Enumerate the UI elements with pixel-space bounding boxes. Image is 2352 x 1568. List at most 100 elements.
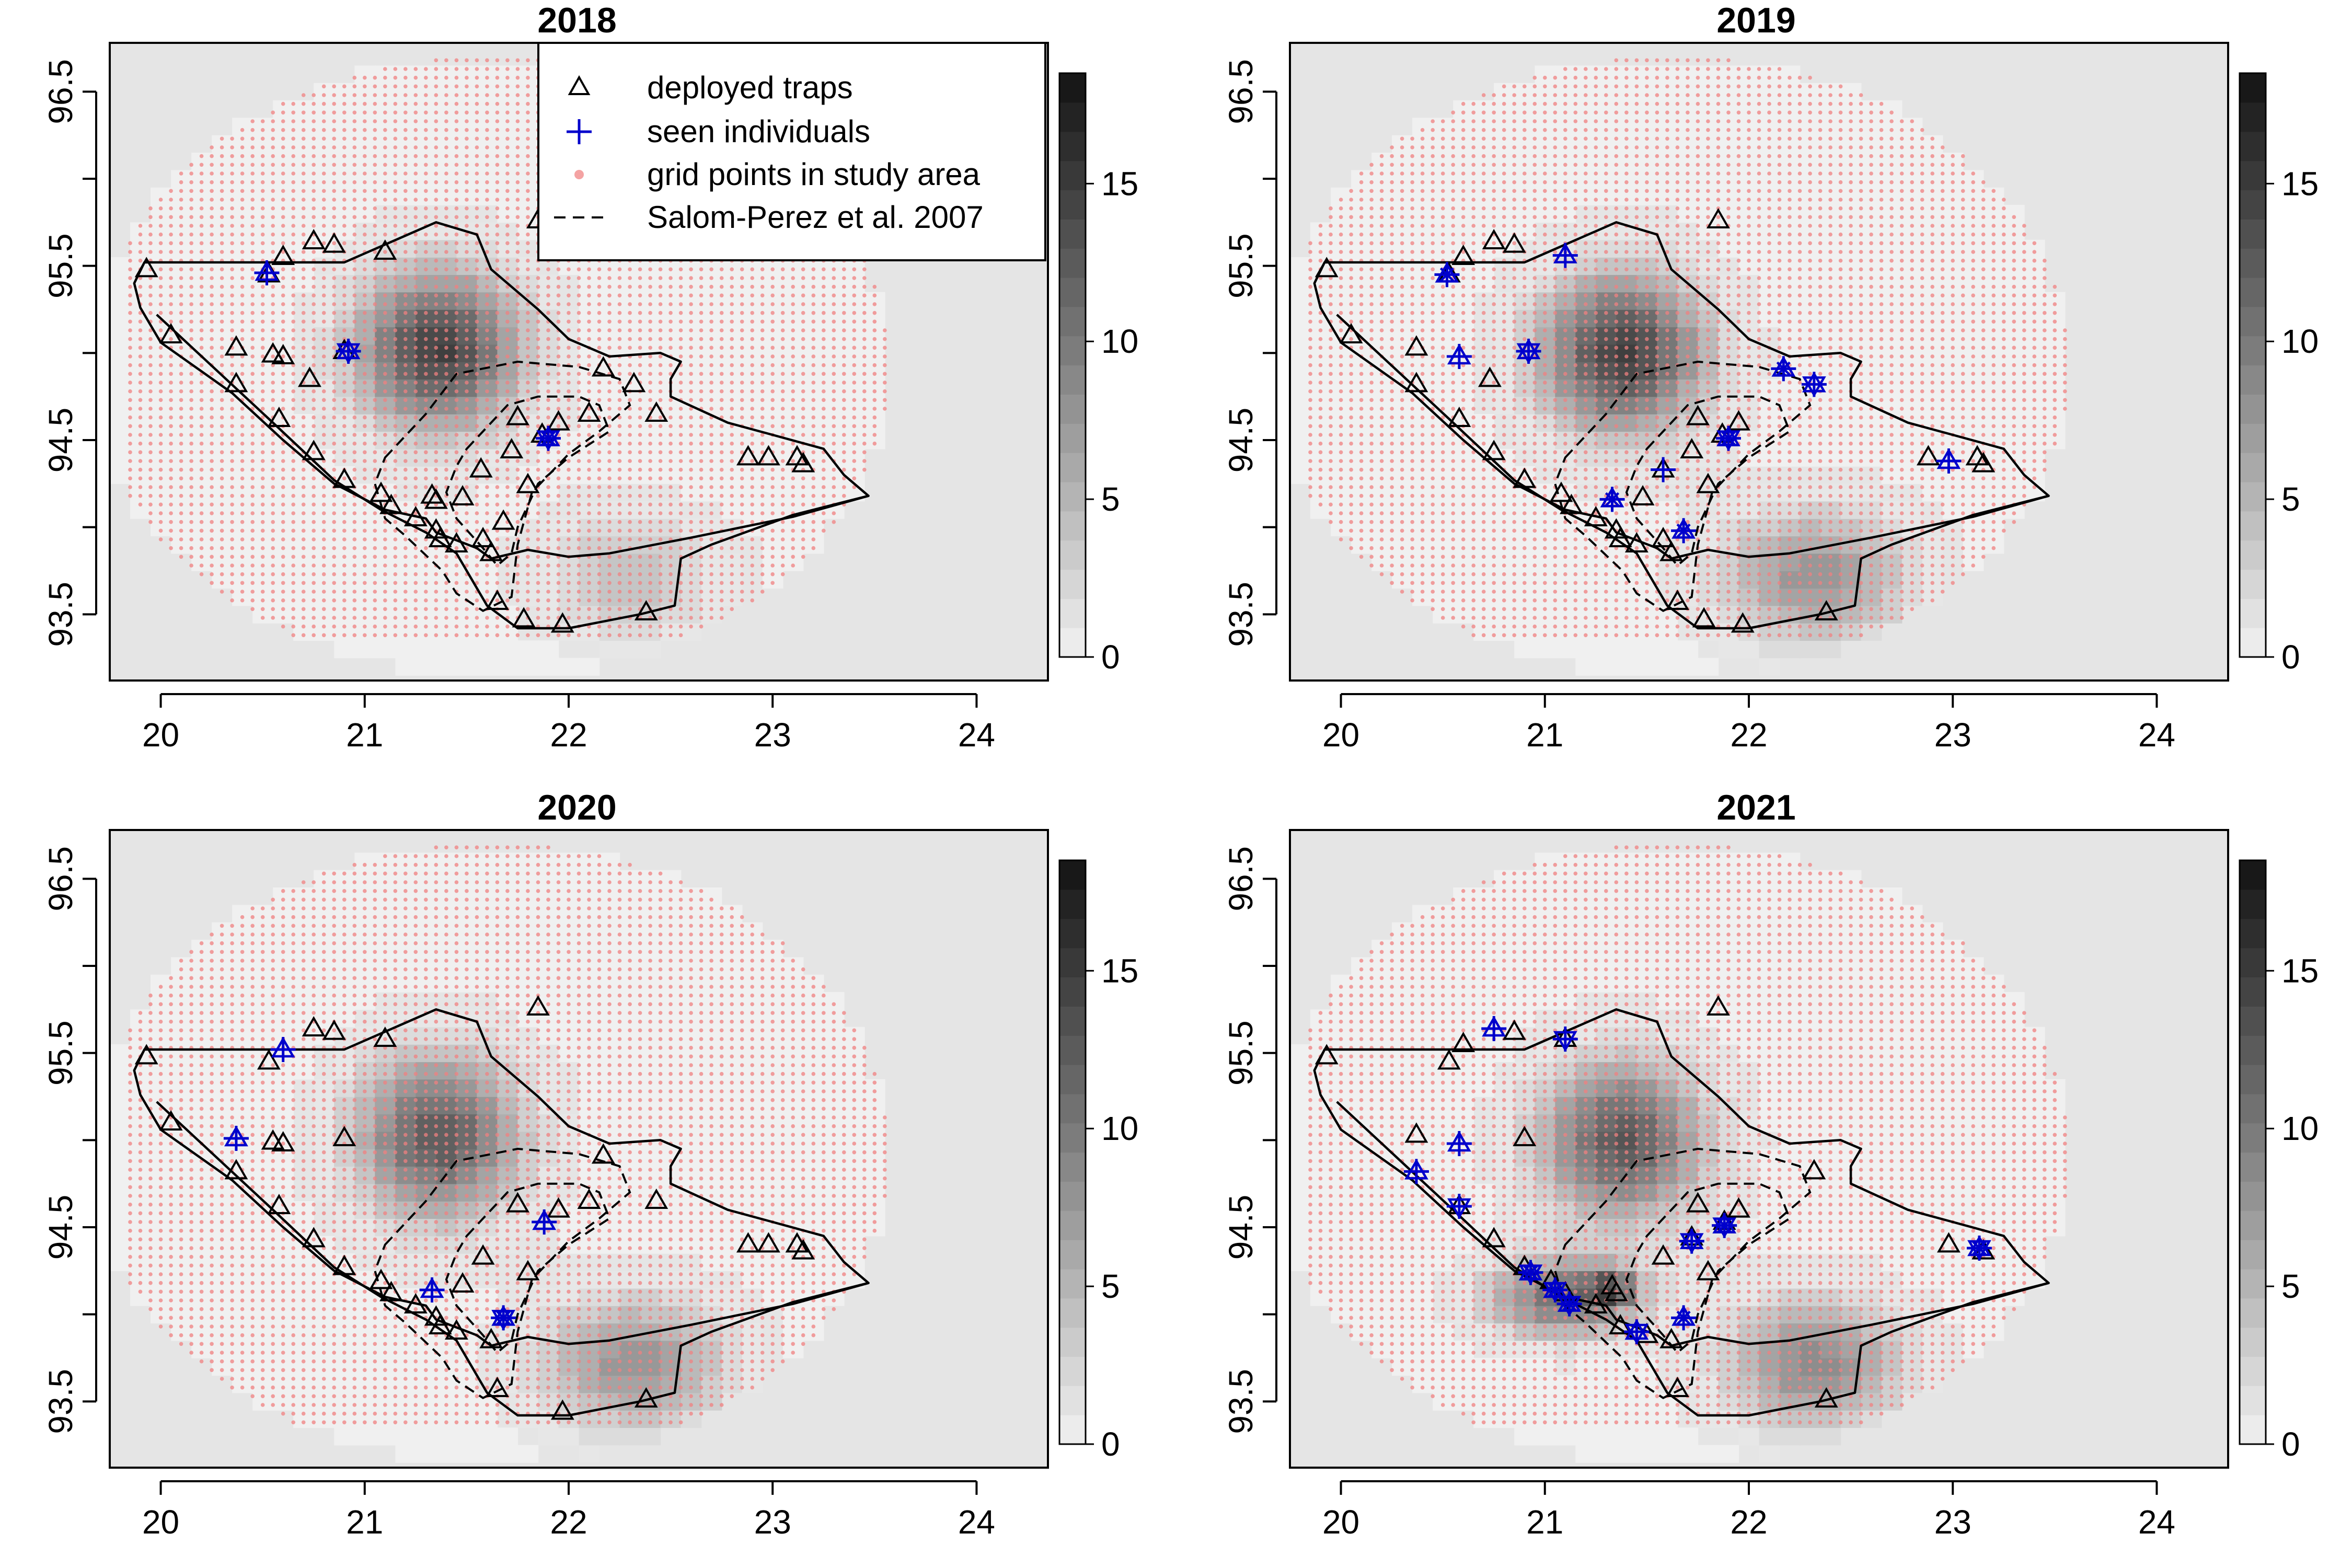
- grid-point: [536, 459, 540, 463]
- grid-point: [179, 284, 183, 289]
- grid-point: [250, 224, 255, 228]
- grid-point: [363, 528, 367, 533]
- grid-point: [332, 555, 336, 559]
- grid-point: [678, 267, 683, 272]
- grid-point: [240, 319, 245, 324]
- grid-point: [424, 328, 428, 332]
- grid-point: [342, 555, 347, 559]
- grid-point: [648, 328, 652, 332]
- grid-point: [607, 528, 612, 533]
- grid-point: [128, 250, 132, 254]
- grid-point: [648, 520, 652, 524]
- grid-point: [179, 189, 183, 193]
- grid-point: [291, 101, 295, 106]
- grid-point: [454, 607, 459, 612]
- grid-point: [342, 424, 347, 429]
- grid-point: [607, 590, 612, 594]
- grid-point: [250, 485, 255, 489]
- grid-point: [158, 389, 163, 394]
- grid-point: [780, 310, 785, 315]
- grid-point: [699, 476, 704, 481]
- grid-point: [444, 581, 448, 585]
- grid-point: [312, 389, 316, 394]
- grid-point: [719, 450, 724, 455]
- grid-point: [760, 485, 765, 489]
- grid-point: [179, 424, 183, 429]
- grid-point: [352, 389, 357, 394]
- grid-point: [434, 476, 439, 481]
- grid-point: [750, 467, 754, 472]
- grid-point: [352, 319, 357, 324]
- grid-point: [363, 163, 367, 167]
- grid-point: [444, 75, 448, 80]
- grid-point: [678, 493, 683, 498]
- density-cell: [395, 658, 417, 676]
- grid-point: [271, 511, 275, 515]
- grid-point: [352, 520, 357, 524]
- grid-point: [158, 381, 163, 385]
- grid-point: [220, 537, 224, 541]
- grid-point: [169, 337, 173, 341]
- grid-point: [403, 284, 408, 289]
- grid-point: [199, 250, 204, 254]
- grid-point: [485, 520, 489, 524]
- grid-point: [199, 276, 204, 280]
- grid-point: [373, 528, 377, 533]
- grid-point: [363, 328, 367, 332]
- grid-point: [597, 345, 602, 350]
- grid-point: [607, 563, 612, 568]
- grid-point: [515, 136, 520, 141]
- grid-point: [413, 433, 418, 437]
- grid-point: [678, 581, 683, 585]
- grid-point: [770, 415, 775, 420]
- grid-point: [475, 171, 479, 176]
- grid-point: [617, 441, 622, 446]
- grid-point: [475, 407, 479, 411]
- grid-point: [801, 502, 805, 507]
- grid-point: [332, 493, 336, 498]
- grid-point: [352, 232, 357, 237]
- grid-point: [577, 493, 581, 498]
- grid-point: [352, 598, 357, 603]
- grid-point: [454, 511, 459, 515]
- grid-point: [342, 215, 347, 220]
- grid-point: [546, 389, 550, 394]
- grid-point: [403, 345, 408, 350]
- grid-point: [465, 128, 469, 132]
- grid-point: [363, 302, 367, 306]
- grid-point: [495, 284, 500, 289]
- grid-point: [444, 302, 448, 306]
- grid-point: [750, 459, 754, 463]
- grid-point: [678, 319, 683, 324]
- grid-point: [485, 128, 489, 132]
- grid-point: [689, 467, 693, 472]
- grid-point: [801, 328, 805, 332]
- grid-point: [730, 319, 734, 324]
- grid-point: [699, 328, 704, 332]
- grid-point: [689, 459, 693, 463]
- grid-point: [210, 310, 214, 315]
- grid-point: [801, 415, 805, 420]
- grid-point: [434, 433, 439, 437]
- grid-point: [342, 590, 347, 594]
- grid-point: [332, 93, 336, 97]
- grid-point: [240, 171, 245, 176]
- grid-point: [169, 398, 173, 402]
- grid-point: [617, 372, 622, 376]
- grid-point: [271, 381, 275, 385]
- grid-point: [383, 145, 387, 149]
- grid-point: [505, 415, 510, 420]
- grid-point: [780, 354, 785, 359]
- grid-point: [321, 119, 326, 123]
- grid-point: [128, 450, 132, 455]
- grid-point: [230, 293, 234, 298]
- grid-point: [138, 502, 143, 507]
- grid-point: [301, 441, 306, 446]
- grid-point: [515, 598, 520, 603]
- grid-point: [515, 224, 520, 228]
- grid-point: [668, 424, 673, 429]
- grid-point: [699, 345, 704, 350]
- grid-point: [740, 319, 744, 324]
- grid-point: [526, 520, 530, 524]
- grid-point: [791, 302, 795, 306]
